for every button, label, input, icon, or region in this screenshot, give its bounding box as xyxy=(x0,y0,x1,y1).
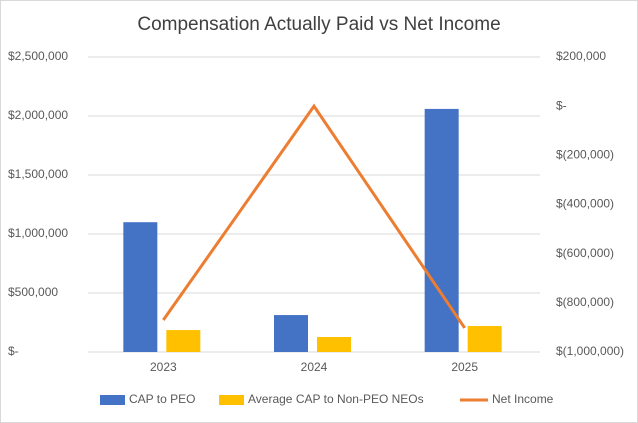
bar xyxy=(166,330,201,352)
bar xyxy=(274,315,308,352)
y-tick-label: $2,500,000 xyxy=(8,49,68,63)
y-tick-label: $1,500,000 xyxy=(8,167,68,181)
bar xyxy=(467,326,502,352)
y2-tick-label: $(1,000,000) xyxy=(556,344,624,358)
y-tick-label: $2,000,000 xyxy=(8,108,68,122)
legend-swatch xyxy=(100,395,125,405)
legend-label: CAP to PEO xyxy=(129,392,195,406)
y2-tick-label: $200,000 xyxy=(556,49,606,63)
y-tick-label: $500,000 xyxy=(8,285,58,299)
bar xyxy=(123,222,158,352)
legend-label: Net Income xyxy=(492,392,554,406)
y2-tick-label: $(200,000) xyxy=(556,148,614,162)
y2-tick-label: $(400,000) xyxy=(556,197,614,211)
bar xyxy=(424,108,459,352)
bar xyxy=(317,337,351,352)
line xyxy=(162,103,466,329)
x-tick-label: 2023 xyxy=(150,360,177,374)
legend-swatch xyxy=(219,395,244,405)
chart-title: Compensation Actually Paid vs Net Income xyxy=(137,14,500,35)
y-tick-label: $1,000,000 xyxy=(8,226,68,240)
y2-tick-label: $(600,000) xyxy=(556,246,614,260)
y2-tick-label: $- xyxy=(556,98,567,112)
y2-tick-label: $(800,000) xyxy=(556,295,614,309)
y-tick-label: $- xyxy=(8,344,19,358)
x-tick-label: 2025 xyxy=(451,360,478,374)
x-tick-label: 2024 xyxy=(301,360,328,374)
legend-label: Average CAP to Non-PEO NEOs xyxy=(248,392,424,406)
